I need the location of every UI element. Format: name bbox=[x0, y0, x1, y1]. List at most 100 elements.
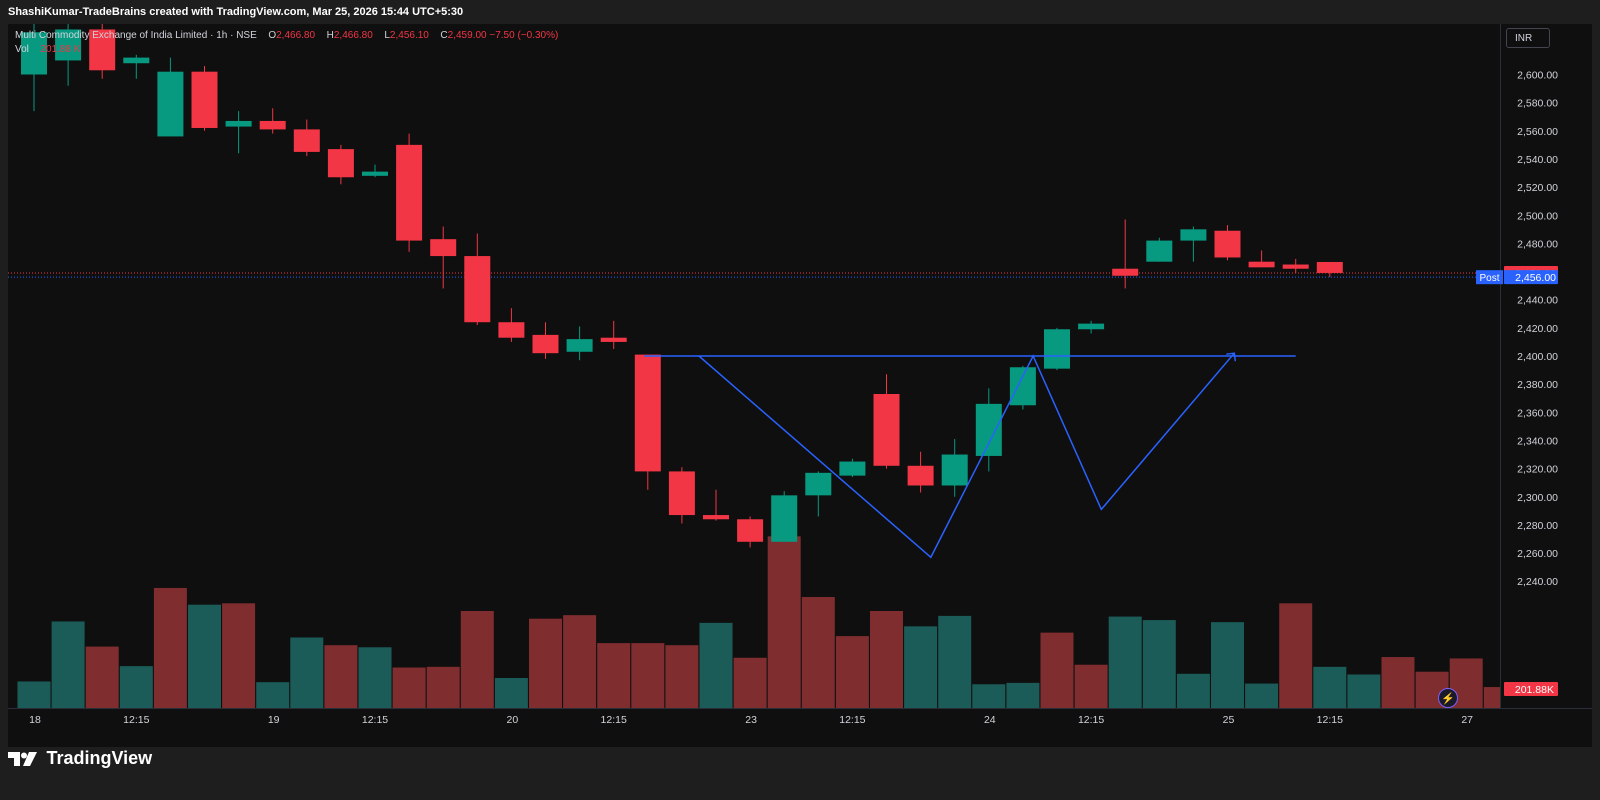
volume-bar bbox=[835, 636, 869, 708]
lightning-icon[interactable]: ⚡ bbox=[1438, 688, 1458, 708]
candle-body bbox=[1282, 264, 1309, 269]
volume-bar bbox=[699, 622, 733, 708]
volume-bar bbox=[733, 657, 767, 708]
candle bbox=[1009, 365, 1036, 410]
candle bbox=[123, 54, 150, 79]
volume-tag-bg bbox=[1504, 682, 1558, 696]
candle-body bbox=[839, 461, 866, 476]
y-tick-label: 2,600.00 bbox=[1517, 70, 1558, 82]
candle bbox=[225, 111, 252, 154]
y-tick-label: 2,500.00 bbox=[1517, 210, 1558, 222]
candle-body bbox=[498, 322, 525, 338]
candle-body bbox=[259, 120, 286, 130]
volume-bar bbox=[1483, 687, 1500, 708]
x-tick-label: 23 bbox=[745, 714, 757, 726]
high-value: 2,466.80 bbox=[333, 30, 373, 41]
price-tag-label: Post bbox=[1479, 273, 1499, 284]
symbol-legend: Multi Commodity Exchange of India Limite… bbox=[15, 30, 558, 58]
pattern-arrowhead bbox=[1226, 352, 1237, 362]
y-tick-label: 2,560.00 bbox=[1517, 126, 1558, 138]
candle-body bbox=[327, 149, 354, 178]
candle-body bbox=[634, 354, 661, 472]
candle bbox=[293, 119, 320, 157]
candle-body bbox=[975, 403, 1002, 456]
x-tick-label: 20 bbox=[507, 714, 519, 726]
volume-bar bbox=[938, 615, 972, 708]
volume-bar bbox=[563, 615, 597, 708]
plot-area bbox=[8, 24, 1500, 708]
candle bbox=[157, 57, 184, 137]
volume-bar bbox=[85, 646, 119, 708]
y-tick-label: 2,240.00 bbox=[1517, 576, 1558, 588]
candle-body bbox=[21, 32, 47, 75]
volume-bar bbox=[51, 621, 85, 708]
volume-bar bbox=[1313, 666, 1347, 708]
candle bbox=[907, 451, 934, 493]
volume-bar bbox=[767, 536, 801, 708]
y-tick-label: 2,260.00 bbox=[1517, 548, 1558, 560]
candle-body bbox=[566, 339, 593, 352]
y-tick-label: 2,420.00 bbox=[1517, 323, 1558, 335]
y-tick-label: 2,380.00 bbox=[1517, 379, 1558, 391]
candle-body bbox=[362, 171, 388, 176]
volume-bar bbox=[1074, 664, 1108, 708]
y-tick-label: 2,320.00 bbox=[1517, 464, 1558, 476]
y-tick-label: 2,280.00 bbox=[1517, 520, 1558, 532]
volume-bar bbox=[256, 682, 290, 708]
candle bbox=[1316, 261, 1343, 278]
volume-bar bbox=[17, 681, 51, 708]
candle-body bbox=[123, 57, 150, 64]
volume-bar bbox=[1279, 603, 1313, 708]
volume-bar bbox=[1108, 616, 1142, 708]
price-tag-value: 2,456.00 bbox=[1515, 272, 1556, 284]
volume-label[interactable]: Vol bbox=[15, 44, 29, 55]
open-label: O bbox=[268, 30, 277, 41]
candle-body bbox=[55, 29, 82, 61]
candle bbox=[668, 467, 695, 524]
candle bbox=[805, 471, 832, 517]
change-value: −7.50 (−0.30%) bbox=[489, 30, 559, 41]
instrument-name[interactable]: Multi Commodity Exchange of India Limite… bbox=[15, 30, 257, 41]
low-value: 2,456.10 bbox=[389, 30, 429, 41]
volume-bar bbox=[529, 618, 562, 708]
x-tick-label: 12:15 bbox=[601, 714, 627, 726]
y-tick-label: 2,540.00 bbox=[1517, 154, 1558, 166]
candle-body bbox=[1146, 240, 1173, 262]
candle-body bbox=[873, 394, 900, 466]
candle bbox=[839, 458, 866, 478]
volume-bar bbox=[665, 645, 699, 708]
volume-bar bbox=[1381, 657, 1415, 708]
candle bbox=[1112, 219, 1139, 289]
candle-body bbox=[1009, 367, 1036, 406]
volume-bar bbox=[494, 677, 528, 708]
low-label: L bbox=[384, 30, 390, 41]
candle-body bbox=[89, 29, 116, 71]
y-tick-label: 2,440.00 bbox=[1517, 295, 1558, 307]
candle-body bbox=[907, 465, 934, 486]
candle bbox=[464, 233, 491, 326]
candle bbox=[1044, 327, 1070, 371]
candle bbox=[1214, 225, 1241, 261]
tradingview-logo-icon bbox=[8, 751, 37, 766]
x-tick-label: 12:15 bbox=[362, 714, 388, 726]
candle-body bbox=[1112, 268, 1139, 276]
volume-bar bbox=[1006, 682, 1040, 708]
volume-tag-value: 201.88K bbox=[1515, 684, 1554, 696]
candle-body bbox=[737, 519, 764, 542]
candle-body bbox=[430, 239, 457, 257]
chart-panel[interactable]: 2,240.00 2,260.00 2,280.00 2,300.00 2,320.00… bbox=[8, 24, 1592, 747]
candle bbox=[89, 24, 116, 79]
candle bbox=[703, 489, 729, 521]
currency-button[interactable]: INR bbox=[1506, 28, 1550, 48]
price-chart[interactable]: 2,240.00 2,260.00 2,280.00 2,300.00 2,320.00… bbox=[8, 24, 1592, 747]
candle-body bbox=[1078, 323, 1105, 330]
candle-body bbox=[941, 454, 968, 486]
volume-bar bbox=[290, 637, 324, 708]
price-tag-label-bg bbox=[1476, 270, 1503, 285]
candle-body bbox=[703, 515, 729, 520]
candle bbox=[498, 308, 525, 342]
candle bbox=[566, 326, 593, 361]
volume-bar bbox=[153, 587, 187, 708]
volume-row: Vol 201.88 K bbox=[15, 44, 558, 58]
y-tick-label: 2,400.00 bbox=[1517, 351, 1558, 363]
